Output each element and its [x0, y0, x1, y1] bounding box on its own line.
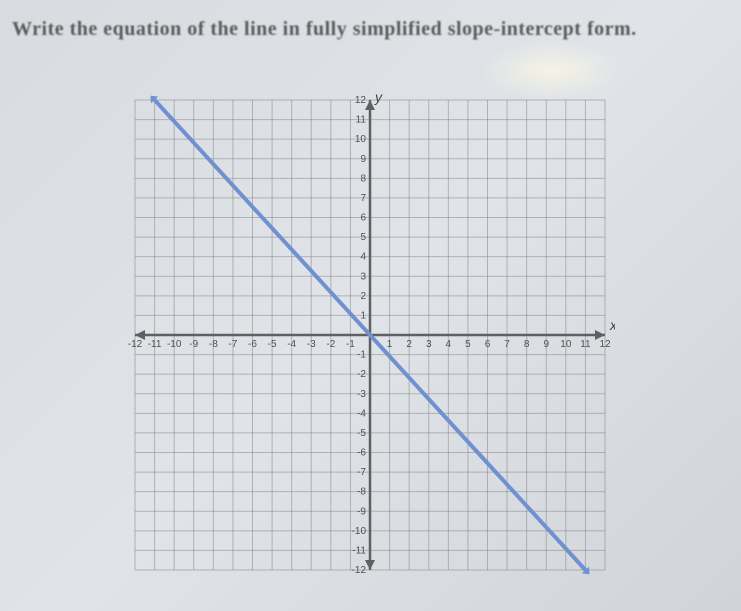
x-tick-label: 8 — [524, 339, 530, 350]
x-tick-label: -9 — [189, 339, 198, 350]
x-tick-label: -5 — [268, 339, 277, 350]
x-tick-label: -12 — [128, 339, 143, 350]
y-tick-label: 9 — [360, 154, 366, 165]
x-tick-label: -8 — [209, 339, 218, 350]
y-tick-label: -8 — [357, 487, 366, 498]
y-tick-label: 8 — [360, 173, 366, 184]
y-tick-label: -1 — [357, 350, 366, 361]
y-tick-label: 10 — [355, 134, 367, 145]
coordinate-chart: -12-11-10-9-8-7-6-5-4-3-2-11234567891011… — [125, 90, 615, 580]
y-tick-label: -3 — [357, 389, 366, 400]
y-tick-label: -10 — [352, 526, 367, 537]
y-tick-label: 4 — [360, 252, 366, 263]
y-tick-label: 11 — [356, 115, 367, 126]
y-tick-label: 12 — [355, 95, 367, 106]
x-tick-label: 4 — [446, 339, 452, 350]
x-tick-label: 5 — [465, 339, 471, 350]
y-tick-label: -4 — [357, 408, 366, 419]
x-tick-label: 7 — [504, 339, 510, 350]
x-tick-label: 2 — [406, 339, 412, 350]
x-tick-label: 3 — [426, 339, 432, 350]
y-tick-label: 5 — [360, 232, 366, 243]
y-tick-label: 2 — [360, 291, 366, 302]
x-tick-label: -6 — [248, 339, 257, 350]
y-tick-label: 7 — [360, 193, 366, 204]
x-tick-label: -2 — [326, 339, 335, 350]
y-tick-label: -7 — [357, 467, 366, 478]
x-tick-label: 12 — [599, 339, 611, 350]
y-tick-label: -11 — [352, 545, 366, 556]
x-tick-label: 9 — [543, 339, 549, 350]
y-axis-arrow-down — [365, 560, 375, 570]
y-axis-arrow-up — [365, 100, 375, 110]
y-axis-label: y — [374, 90, 383, 105]
x-tick-label: 10 — [560, 339, 572, 350]
x-axis-label: x — [609, 317, 615, 333]
x-tick-label: -1 — [346, 339, 355, 350]
x-tick-label: 11 — [580, 339, 591, 350]
y-tick-label: 6 — [360, 213, 366, 224]
x-tick-label: -11 — [148, 339, 162, 350]
instruction-text: Write the equation of the line in fully … — [12, 18, 637, 41]
x-tick-label: 1 — [387, 339, 393, 350]
y-tick-label: -12 — [352, 565, 367, 576]
x-tick-label: -4 — [287, 339, 296, 350]
y-tick-label: -9 — [357, 506, 366, 517]
x-tick-label: -7 — [228, 339, 237, 350]
y-tick-label: 3 — [360, 271, 366, 282]
grid-svg: -12-11-10-9-8-7-6-5-4-3-2-11234567891011… — [125, 90, 615, 580]
y-tick-label: 1 — [360, 310, 366, 321]
y-tick-label: -2 — [357, 369, 366, 380]
x-tick-label: -3 — [307, 339, 316, 350]
y-tick-label: -6 — [357, 448, 366, 459]
x-tick-label: 6 — [485, 339, 491, 350]
y-tick-label: -5 — [357, 428, 366, 439]
x-tick-label: -10 — [167, 339, 182, 350]
